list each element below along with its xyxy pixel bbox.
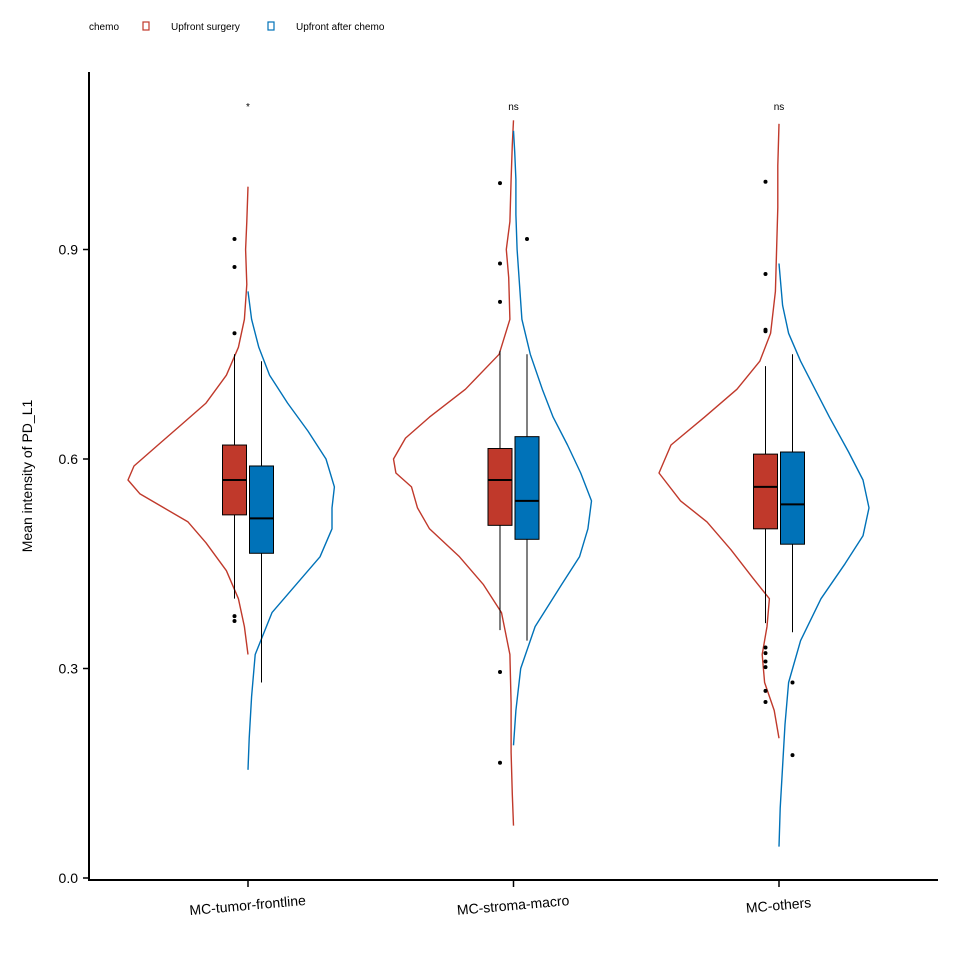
box-mc-others-upfront-surgery [753, 453, 778, 530]
outlier-point [763, 651, 768, 656]
significance-label: * [246, 102, 250, 113]
x-tick-label: MC-stroma-macro [456, 892, 570, 918]
y-axis-title: Mean intensity of PD_L1 [19, 400, 35, 553]
legend: chemo Upfront surgery Upfront after chem… [89, 21, 385, 33]
outlier-point [525, 237, 529, 242]
outlier-point [763, 329, 768, 334]
legend-key-upfront-surgery [142, 21, 150, 31]
outlier-point [763, 645, 768, 650]
violin-mc-stroma-macro-upfront-after-chemo [512, 130, 593, 746]
outlier-point [790, 753, 795, 758]
outlier-point [498, 299, 502, 304]
outlier-point [232, 331, 237, 336]
y-tick-label: 0.6 [59, 451, 79, 467]
legend-key-upfront-after-chemo [267, 21, 275, 31]
violin-mc-others-upfront-after-chemo [778, 263, 870, 847]
outlier-point [763, 700, 768, 705]
outlier-point [763, 688, 768, 693]
significance-label: ns [508, 102, 519, 113]
significance-label: ns [774, 102, 785, 113]
outlier-point [498, 261, 502, 266]
box-mc-tumor-frontline-upfront-after-chemo [249, 465, 274, 554]
outlier-point [232, 264, 237, 269]
outlier-point [232, 619, 237, 624]
outlier-point [763, 271, 768, 276]
box-mc-stroma-macro-upfront-surgery [487, 448, 513, 526]
legend-title: chemo [89, 22, 119, 33]
y-tick-label: 0.9 [59, 242, 79, 258]
y-tick-label: 0.0 [59, 870, 79, 886]
legend-label-upfront-surgery: Upfront surgery [171, 22, 240, 33]
x-tick-label: MC-tumor-frontline [189, 892, 307, 918]
legend-label-upfront-after-chemo: Upfront after chemo [296, 22, 385, 33]
outlier-point [763, 659, 768, 664]
violin-mc-stroma-macro-upfront-surgery [392, 120, 515, 826]
outlier-point [763, 179, 768, 184]
violin-mc-tumor-frontline-upfront-surgery [127, 186, 249, 655]
violin-mc-tumor-frontline-upfront-after-chemo [247, 291, 336, 770]
box-mc-others-upfront-after-chemo [780, 451, 805, 545]
box-mc-stroma-macro-upfront-after-chemo [514, 436, 540, 540]
outlier-point [232, 237, 237, 242]
violin-mc-others-upfront-surgery [658, 123, 780, 739]
outlier-point [498, 760, 502, 765]
outlier-point [232, 614, 237, 619]
y-tick-label: 0.3 [59, 661, 79, 677]
outlier-point [498, 181, 502, 186]
outlier-point [763, 665, 768, 670]
x-tick-label: MC-others [745, 894, 812, 916]
outlier-point [498, 669, 502, 674]
outlier-point [790, 680, 795, 685]
